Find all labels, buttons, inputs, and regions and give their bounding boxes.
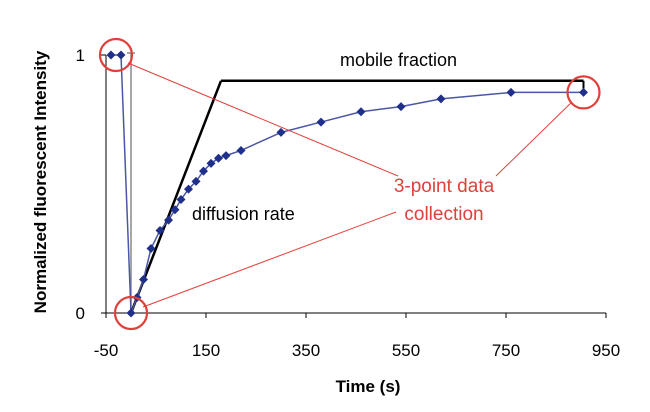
callout-circle [566,75,601,110]
data-point [146,244,156,253]
data-point [316,117,326,127]
data-series [106,50,588,318]
data-point [436,94,446,104]
x-axis-title: Time (s) [336,377,401,396]
data-point [116,50,126,60]
data-point [184,184,193,194]
data-point [236,145,246,155]
callout-connector [142,211,397,308]
data-point [164,215,173,225]
diffusion-rate-label: diffusion rate [192,204,295,224]
callout-connector [495,102,572,177]
three-point-callouts [98,37,601,331]
y-axis-ticks: 01 [76,46,106,323]
data-point [214,153,223,163]
data-point [396,102,406,112]
y-axis-title: Normalized fluorescent Intensity [31,50,50,313]
fit-guide-lines [127,52,585,314]
data-point [199,166,208,176]
data-point [506,87,516,97]
data-point [276,127,286,137]
x-tick-label: -50 [94,341,119,360]
data-point [155,225,165,235]
data-point [356,107,366,117]
callout-circle [113,295,149,331]
x-tick-label: 350 [292,341,320,360]
data-point [170,205,180,215]
x-tick-label: 150 [192,341,220,360]
data-point [579,87,588,97]
y-tick-label: 0 [76,304,85,323]
y-tick-label: 1 [76,46,85,65]
x-tick-label: 950 [592,341,620,360]
data-point [191,176,201,186]
data-point [176,194,186,204]
data-point [126,308,136,318]
callout-circle [98,37,134,73]
diffusion-rate-line [129,80,223,314]
collection-label-line1: 3-point data [394,176,495,197]
mobile-fraction-label: mobile fraction [340,50,457,70]
collection-label-line2: collection [404,204,483,225]
x-tick-label: 550 [392,341,420,360]
x-tick-label: 750 [492,341,520,360]
data-point [106,50,116,60]
x-axis-ticks: -50 150 350 550 750 950 [94,313,620,360]
data-point [139,274,148,284]
callout-connector [127,62,399,177]
data-point [206,158,216,168]
data-point [221,151,231,161]
